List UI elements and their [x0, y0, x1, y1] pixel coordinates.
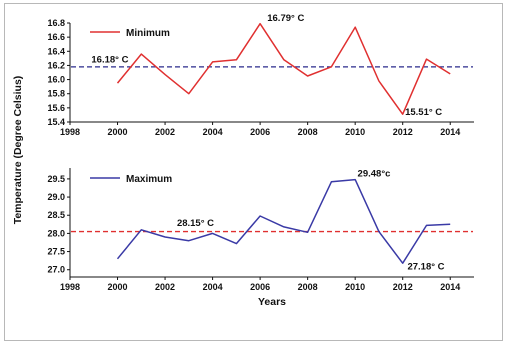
x-tick-label: 2014 [440, 282, 460, 292]
y-tick-label: 15.6 [47, 103, 65, 113]
x-tick-label: 1998 [60, 282, 80, 292]
y-tick-label: 16.8 [47, 18, 65, 28]
x-tick-label: 2002 [155, 282, 175, 292]
value-annotation: 28.15° C [177, 218, 214, 229]
x-tick-label: 2000 [108, 282, 128, 292]
x-axis-label: Years [258, 296, 286, 308]
x-tick-label: 2006 [250, 282, 270, 292]
x-tick-label: 2010 [345, 282, 365, 292]
maximum-panel: 27.0 27.5 28.0 28.5 29.0 29.5 1998 2000 2002 2004… [47, 168, 474, 292]
x-tick-label: 2012 [393, 127, 413, 137]
value-annotation: 27.18° C [407, 262, 444, 273]
x-tick-label: 2004 [203, 282, 223, 292]
y-tick-label: 28.0 [47, 228, 65, 238]
y-tick-label: 16.6 [47, 32, 65, 42]
x-tick-label: 2010 [345, 127, 365, 137]
y-tick-label: 27.0 [47, 265, 65, 275]
y-tick-label: 29.0 [47, 192, 65, 202]
value-annotation: 16.79° C [267, 13, 304, 24]
minimum-panel: 15.4 15.6 15.8 16.0 16.2 16.4 16.6 16.8 1998 2000… [47, 13, 474, 137]
x-tick-label: 2000 [108, 127, 128, 137]
y-tick-label: 16.4 [47, 46, 65, 56]
value-annotation: 15.51° C [405, 107, 442, 118]
value-annotation: 16.18° C [91, 55, 128, 66]
x-tick-label: 2008 [298, 127, 318, 137]
series-line [116, 22, 451, 115]
legend-label: Maximum [126, 174, 172, 185]
x-tick-label: 2014 [440, 127, 460, 137]
x-tick-label: 1998 [60, 127, 80, 137]
x-tick-label: 2002 [155, 127, 175, 137]
x-tick-label: 2008 [298, 282, 318, 292]
chart-frame [4, 3, 503, 341]
series-line [116, 178, 451, 264]
legend-label: Minimum [126, 28, 170, 39]
y-tick-label: 16.2 [47, 60, 65, 70]
y-tick-label: 16.0 [47, 75, 65, 85]
y-tick-label: 15.8 [47, 89, 65, 99]
y-tick-label: 15.4 [47, 117, 65, 127]
value-annotation: 29.48°c [358, 168, 391, 179]
x-tick-label: 2006 [250, 127, 270, 137]
y-tick-label: 29.5 [47, 174, 65, 184]
x-tick-label: 2004 [203, 127, 223, 137]
y-axis-label: Temperature (Degree Celsius) [12, 76, 24, 225]
x-tick-label: 2012 [393, 282, 413, 292]
y-tick-label: 28.5 [47, 210, 65, 220]
y-tick-label: 27.5 [47, 247, 65, 257]
